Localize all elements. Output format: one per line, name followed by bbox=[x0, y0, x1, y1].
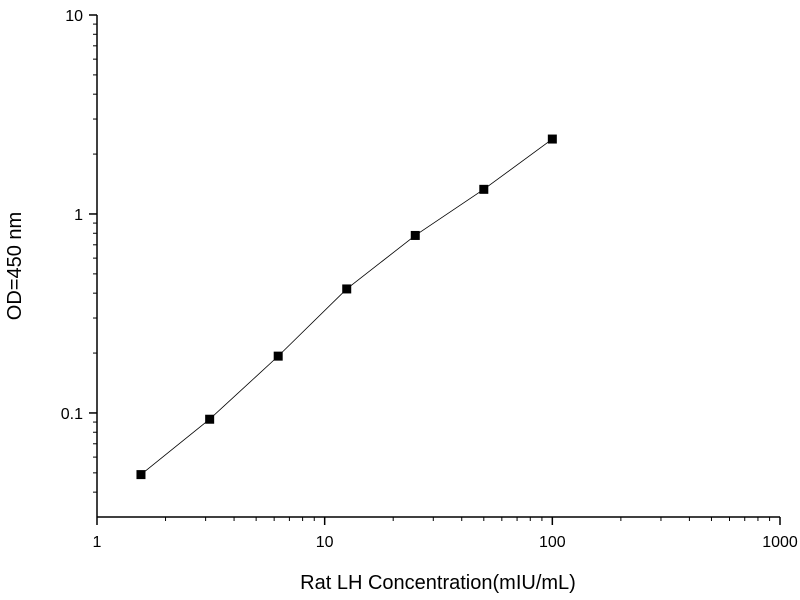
axes bbox=[96, 15, 780, 518]
x-tick-label: 1000 bbox=[762, 534, 798, 551]
x-axis-title: Rat LH Concentration(mIU/mL) bbox=[300, 572, 576, 594]
data-point-marker bbox=[410, 230, 420, 240]
data-point-marker bbox=[205, 414, 215, 424]
y-tick-label: 10 bbox=[65, 8, 83, 25]
y-axis-title: OD=450 nm bbox=[4, 212, 26, 320]
series-layer bbox=[136, 134, 557, 480]
data-point-marker bbox=[342, 284, 352, 294]
y-tick-label: 1 bbox=[74, 207, 83, 224]
data-point-marker bbox=[479, 184, 489, 194]
x-tick-label: 100 bbox=[539, 534, 566, 551]
data-point-marker bbox=[136, 470, 146, 480]
x-tick-label: 1 bbox=[93, 534, 102, 551]
x-ticks: 1 10 100 1000 bbox=[93, 517, 798, 551]
data-point-marker bbox=[547, 134, 557, 144]
x-tick-label: 10 bbox=[316, 534, 334, 551]
data-point-marker bbox=[273, 351, 283, 361]
y-ticks: 0.1 1 10 bbox=[61, 8, 97, 493]
y-tick-label: 0.1 bbox=[61, 406, 83, 423]
